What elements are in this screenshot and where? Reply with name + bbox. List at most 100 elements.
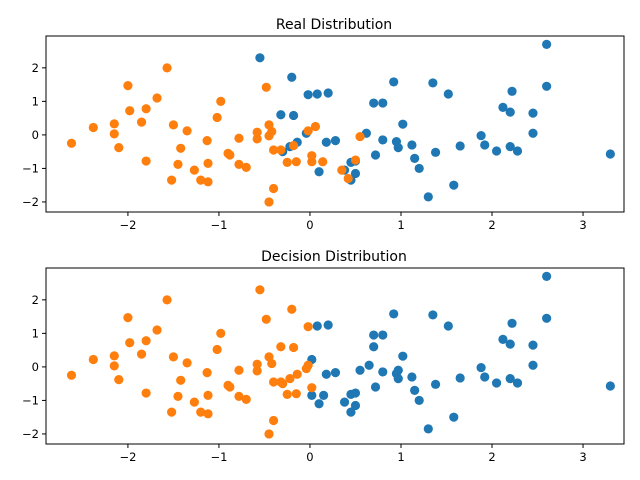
orange-point (141, 336, 151, 346)
y-tick-label: 2 (32, 61, 39, 75)
blue-point (393, 143, 403, 153)
blue-point (330, 367, 341, 378)
blue-point (528, 108, 538, 118)
orange-point (267, 358, 277, 369)
blue-point (321, 137, 331, 147)
orange-point (189, 165, 199, 175)
subplot-real-distribution: Real Distribution −2 −1 0 1 2 3 −2 −1 0 1 2 (22, 17, 625, 232)
blue-point (476, 130, 486, 141)
orange-point (123, 81, 133, 91)
orange-point (241, 162, 251, 173)
blue-point (428, 310, 438, 320)
orange-point (114, 375, 124, 385)
orange-point (202, 135, 212, 146)
orange-point (114, 143, 124, 153)
orange-point (203, 158, 213, 168)
orange-point (182, 126, 192, 136)
orange-point (152, 325, 162, 335)
orange-point (168, 352, 179, 362)
subplot-decision-distribution: Decision Distribution −2 −1 0 1 2 3 −2 −1 0 1 2 (22, 249, 625, 464)
blue-point (491, 378, 502, 388)
blue-point (407, 372, 417, 382)
orange-point (288, 141, 299, 151)
chart-title: Real Distribution (276, 17, 392, 33)
orange-point (189, 397, 199, 407)
blue-point (505, 107, 515, 117)
x-tick-label: −1 (210, 218, 227, 232)
orange-point (109, 351, 119, 361)
blue-point (507, 86, 517, 96)
blue-point (364, 360, 374, 370)
blue-point (605, 381, 615, 391)
blue-point (528, 360, 538, 370)
y-tick-label: 0 (32, 360, 39, 374)
orange-point (264, 429, 274, 439)
orange-point (287, 304, 297, 314)
orange-point (225, 150, 235, 160)
blue-point (398, 119, 408, 129)
blue-point (369, 98, 379, 108)
orange-point (88, 122, 98, 133)
orange-point (252, 127, 262, 137)
orange-point (268, 145, 279, 155)
orange-point (125, 338, 135, 348)
y-tick-label: 1 (32, 326, 39, 340)
orange-point (109, 129, 119, 139)
orange-point (162, 63, 172, 73)
blue-point (414, 163, 424, 174)
orange-point (167, 407, 177, 417)
blue-point (449, 412, 459, 422)
orange-point (285, 374, 295, 384)
blue-point (528, 340, 538, 350)
blue-point (378, 330, 388, 340)
x-tick-label: 0 (306, 450, 313, 464)
orange-point (88, 354, 98, 365)
blue-point (410, 385, 420, 395)
blue-point (350, 400, 361, 411)
blue-point (410, 153, 420, 163)
y-tick-label: 2 (32, 293, 39, 307)
orange-point (252, 366, 262, 376)
orange-point (203, 409, 213, 419)
blue-point (542, 271, 552, 281)
orange-point (173, 391, 183, 401)
orange-point (203, 390, 213, 400)
orange-point (141, 388, 151, 398)
orange-point (303, 322, 313, 332)
orange-point (303, 126, 313, 136)
blue-point (378, 367, 388, 377)
blue-point (314, 167, 324, 177)
orange-point (212, 344, 222, 355)
orange-point (288, 342, 299, 353)
orange-point (234, 391, 244, 401)
blue-point (507, 318, 517, 328)
orange-point (282, 157, 292, 167)
blue-point (312, 321, 322, 331)
orange-point (268, 415, 279, 426)
blue-point (430, 379, 441, 389)
orange-point (225, 382, 235, 392)
x-tick-label: 2 (488, 218, 495, 232)
orange-point (141, 104, 151, 114)
blue-point (255, 53, 265, 63)
orange-point (307, 157, 317, 167)
orange-point (282, 389, 292, 399)
orange-point (268, 183, 279, 194)
orange-point (261, 82, 271, 92)
blue-point (498, 102, 508, 113)
blue-point (303, 90, 313, 100)
orange-point (234, 133, 244, 143)
blue-point (370, 382, 381, 392)
orange-point (292, 369, 302, 379)
orange-point (337, 165, 347, 175)
x-tick-label: −1 (210, 450, 227, 464)
y-tick-label: 0 (32, 128, 39, 142)
orange-point (355, 131, 365, 142)
orange-point (196, 175, 206, 185)
blue-point (287, 72, 297, 82)
orange-point (234, 159, 244, 169)
orange-point (255, 285, 265, 295)
y-tick-label: −1 (22, 161, 39, 175)
orange-point (350, 155, 361, 165)
x-tick-label: −2 (119, 450, 136, 464)
